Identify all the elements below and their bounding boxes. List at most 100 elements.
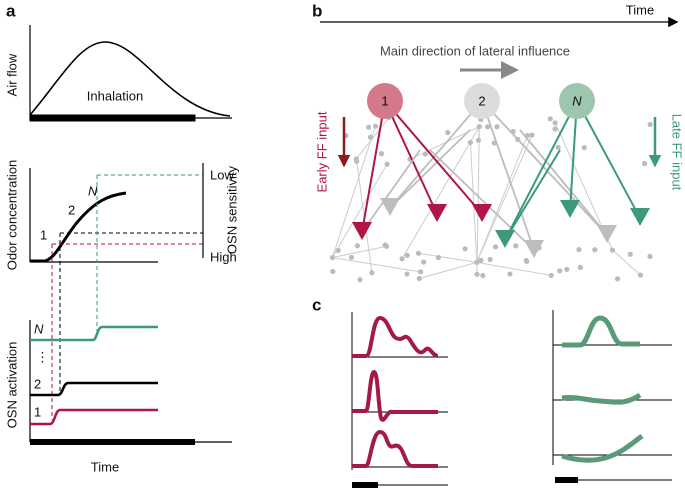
connection [418, 252, 477, 263]
dot [367, 134, 374, 140]
axis-label: Odor concentration [4, 160, 19, 271]
projection [389, 100, 483, 209]
neuron-triangle [427, 204, 447, 222]
dot [354, 158, 360, 164]
connection [469, 142, 478, 263]
neuron-label: 2 [478, 93, 485, 108]
connection [612, 249, 641, 276]
dot [487, 256, 493, 263]
dot [329, 254, 335, 261]
dot [642, 160, 648, 167]
trace-label: 1 [34, 404, 41, 419]
dot [581, 145, 587, 151]
connection [419, 261, 477, 279]
dot [467, 139, 474, 146]
neuron-triangle [524, 240, 544, 258]
dot [564, 266, 570, 273]
projection [384, 100, 438, 215]
dot [421, 259, 427, 265]
connection [476, 126, 480, 275]
curve-label: N [88, 183, 98, 198]
dot [372, 123, 379, 129]
neuron-triangle [352, 222, 372, 240]
dot [382, 242, 388, 248]
dot [404, 271, 410, 277]
dot [335, 247, 341, 254]
neuron-label: 1 [381, 93, 388, 108]
dot [435, 254, 442, 261]
dot [485, 124, 491, 130]
dot [548, 272, 554, 279]
connection [332, 257, 421, 273]
neuron-triangle [630, 208, 650, 226]
connection [331, 126, 377, 258]
connection [476, 261, 552, 276]
projection [384, 100, 483, 215]
dot [445, 129, 451, 136]
projection [481, 100, 535, 251]
connection [401, 126, 480, 260]
projection [361, 149, 421, 233]
dot [507, 271, 513, 277]
panel-label: c [312, 295, 321, 314]
dot [417, 269, 424, 275]
dot [384, 161, 390, 167]
dot [609, 247, 616, 253]
projection [504, 149, 561, 241]
dot [647, 121, 653, 128]
dot [474, 271, 480, 277]
lateral-label: Main direction of lateral influence [380, 43, 570, 58]
activation-plot [29, 320, 232, 445]
connection [332, 245, 387, 259]
panel-label: b [312, 1, 322, 20]
time-label: Time [626, 2, 654, 17]
projection [576, 100, 641, 219]
dot [476, 124, 482, 130]
dot [357, 277, 363, 283]
projection [569, 100, 578, 211]
dot [555, 144, 561, 150]
axis-label: OSN sensitivity [224, 165, 239, 254]
odor-plot [29, 163, 204, 420]
projection [389, 129, 471, 209]
projection [504, 100, 578, 241]
annotation: Inhalation [87, 88, 143, 103]
network: 1 2 N [329, 83, 653, 283]
panel-label: a [6, 1, 16, 20]
dot [524, 258, 530, 265]
dot [557, 268, 563, 274]
dot [637, 272, 644, 278]
sensitivity-high: High [210, 249, 237, 264]
axis-label: OSN activation [4, 342, 19, 429]
projection [519, 129, 608, 236]
neuron-triangle [495, 230, 515, 248]
dot [474, 259, 480, 265]
dot [627, 251, 633, 257]
early-label: Early FF input [314, 111, 329, 192]
axis-label: Time [91, 459, 119, 474]
curve-label: 1 [40, 227, 47, 242]
dot [547, 116, 553, 122]
air-flow-plot [29, 25, 232, 122]
dot [330, 268, 336, 275]
neuron-cell [464, 83, 500, 119]
dot [404, 252, 410, 258]
dot [494, 124, 500, 130]
neuron-triangle [597, 225, 617, 243]
dot [480, 272, 486, 279]
dot [354, 243, 361, 249]
dot [492, 244, 499, 250]
projection [361, 100, 386, 233]
late-traces [552, 310, 672, 483]
dot [422, 151, 428, 157]
dot [348, 254, 355, 261]
dot [576, 247, 582, 253]
neuron-triangle [380, 198, 400, 216]
connection [331, 164, 388, 258]
dot [399, 256, 405, 262]
dot [513, 243, 519, 249]
late-label: Late FF input [670, 114, 685, 191]
neuron-label: N [572, 93, 582, 108]
dot [552, 120, 558, 126]
